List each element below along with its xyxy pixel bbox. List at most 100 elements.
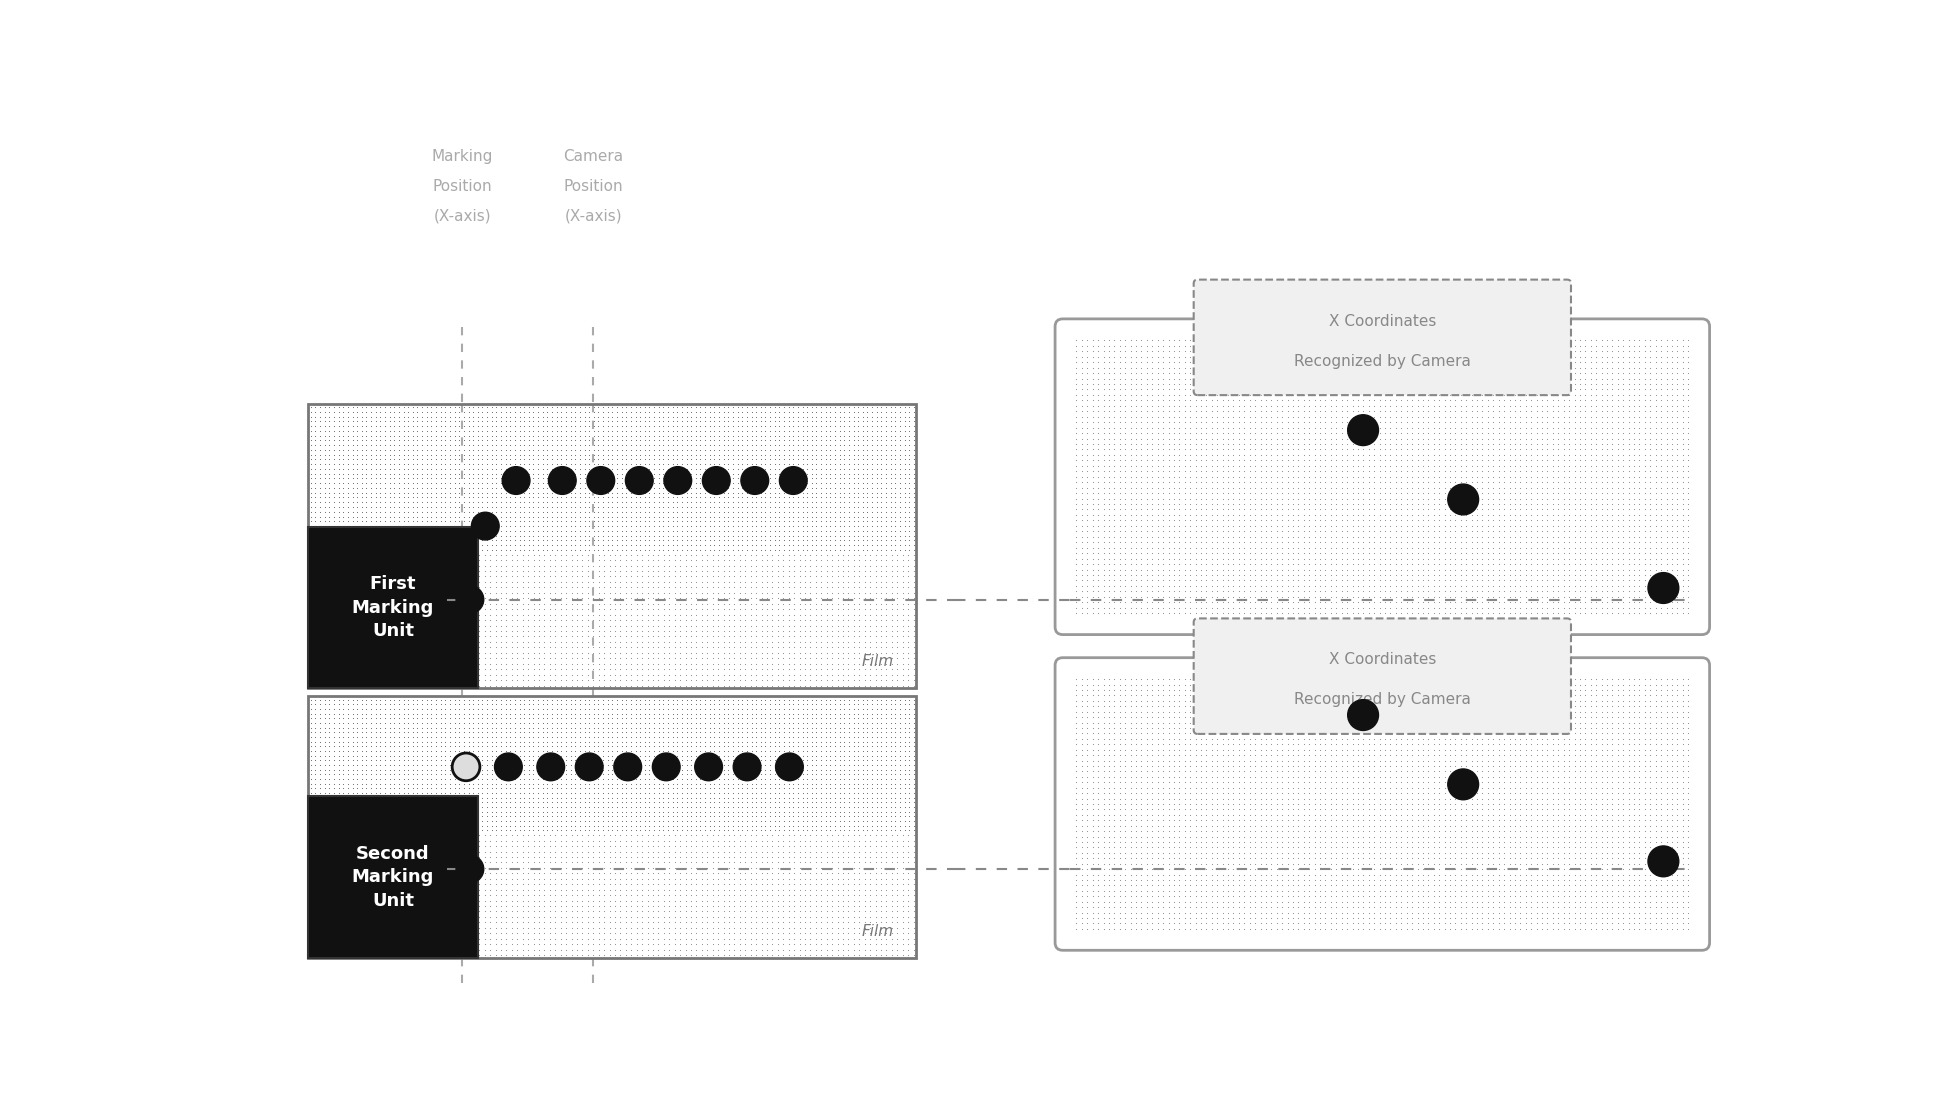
Point bbox=[861, 812, 892, 830]
Point bbox=[611, 470, 642, 488]
Point bbox=[1603, 920, 1634, 938]
Point bbox=[536, 479, 567, 497]
Point bbox=[437, 908, 468, 925]
Point bbox=[1197, 893, 1228, 911]
Point bbox=[1120, 801, 1151, 819]
Point bbox=[1077, 854, 1108, 872]
Point bbox=[551, 803, 582, 821]
Point bbox=[389, 803, 420, 821]
Point bbox=[350, 947, 381, 964]
Point bbox=[1143, 801, 1174, 819]
Point bbox=[1333, 550, 1363, 568]
Point bbox=[369, 812, 400, 830]
Point bbox=[791, 761, 822, 779]
Point bbox=[1294, 522, 1325, 540]
Point bbox=[344, 633, 375, 651]
Point bbox=[857, 479, 888, 497]
Point bbox=[319, 747, 350, 764]
Point bbox=[522, 464, 553, 482]
Point bbox=[1673, 675, 1704, 693]
Point bbox=[760, 822, 791, 840]
Point bbox=[814, 817, 845, 834]
Point bbox=[779, 843, 810, 861]
Point bbox=[768, 417, 799, 434]
Point bbox=[458, 930, 489, 948]
Point bbox=[1499, 687, 1530, 704]
Point bbox=[1267, 747, 1298, 764]
Point bbox=[429, 460, 460, 478]
Point bbox=[1489, 484, 1520, 502]
Point bbox=[377, 644, 408, 662]
Point bbox=[1543, 490, 1574, 508]
Point bbox=[398, 902, 429, 920]
Point bbox=[1656, 582, 1686, 600]
Point bbox=[404, 628, 435, 645]
Point bbox=[1278, 790, 1309, 808]
Point bbox=[1354, 413, 1385, 431]
Point bbox=[306, 568, 337, 585]
Point bbox=[1387, 342, 1418, 360]
Point bbox=[362, 579, 393, 597]
Point bbox=[729, 573, 760, 591]
Point bbox=[522, 417, 553, 434]
Point bbox=[524, 887, 555, 904]
Point bbox=[880, 441, 911, 459]
Point bbox=[822, 584, 853, 602]
Point bbox=[1478, 446, 1509, 463]
Point bbox=[513, 803, 543, 821]
Point bbox=[425, 522, 456, 540]
Point bbox=[1381, 882, 1412, 900]
Point bbox=[337, 723, 367, 741]
Point bbox=[1661, 914, 1692, 932]
Point bbox=[1305, 364, 1336, 382]
Point bbox=[768, 590, 799, 608]
Point bbox=[1586, 719, 1617, 737]
Point bbox=[621, 757, 652, 774]
Point bbox=[1282, 567, 1313, 584]
Point bbox=[1445, 692, 1476, 710]
Point bbox=[1408, 805, 1439, 823]
Point bbox=[1538, 920, 1568, 938]
Point bbox=[737, 700, 768, 718]
Point bbox=[1565, 839, 1596, 857]
Point bbox=[1387, 457, 1418, 474]
Point bbox=[1093, 860, 1124, 878]
Point bbox=[1174, 903, 1205, 921]
Point bbox=[373, 808, 404, 825]
Point bbox=[615, 605, 646, 623]
Point bbox=[360, 691, 391, 709]
Point bbox=[1363, 762, 1394, 780]
Point bbox=[1062, 457, 1093, 474]
Point bbox=[1143, 376, 1174, 393]
Point bbox=[346, 812, 377, 830]
Point bbox=[1402, 588, 1433, 605]
Point bbox=[1131, 599, 1162, 617]
Point bbox=[1309, 833, 1340, 851]
Point bbox=[876, 875, 907, 893]
Point bbox=[1456, 468, 1487, 486]
Point bbox=[1553, 550, 1584, 568]
Point bbox=[601, 431, 632, 449]
Point bbox=[1472, 582, 1503, 600]
Point bbox=[718, 733, 748, 751]
Point bbox=[1083, 779, 1114, 797]
Point bbox=[1549, 741, 1580, 759]
Point bbox=[820, 446, 851, 463]
Point bbox=[1456, 376, 1487, 393]
Point bbox=[1381, 376, 1412, 393]
Point bbox=[338, 924, 369, 942]
Point bbox=[847, 456, 878, 473]
Point bbox=[1462, 670, 1493, 688]
Point bbox=[1083, 446, 1114, 463]
Point bbox=[1559, 828, 1590, 845]
Point bbox=[866, 803, 897, 821]
Point bbox=[569, 417, 600, 434]
Point bbox=[1526, 784, 1557, 802]
Point bbox=[1186, 522, 1216, 540]
Point bbox=[806, 508, 837, 526]
Point bbox=[1625, 571, 1656, 589]
Point bbox=[1251, 871, 1282, 889]
Point bbox=[1619, 811, 1650, 829]
Point bbox=[1667, 593, 1698, 611]
Point bbox=[837, 479, 868, 497]
